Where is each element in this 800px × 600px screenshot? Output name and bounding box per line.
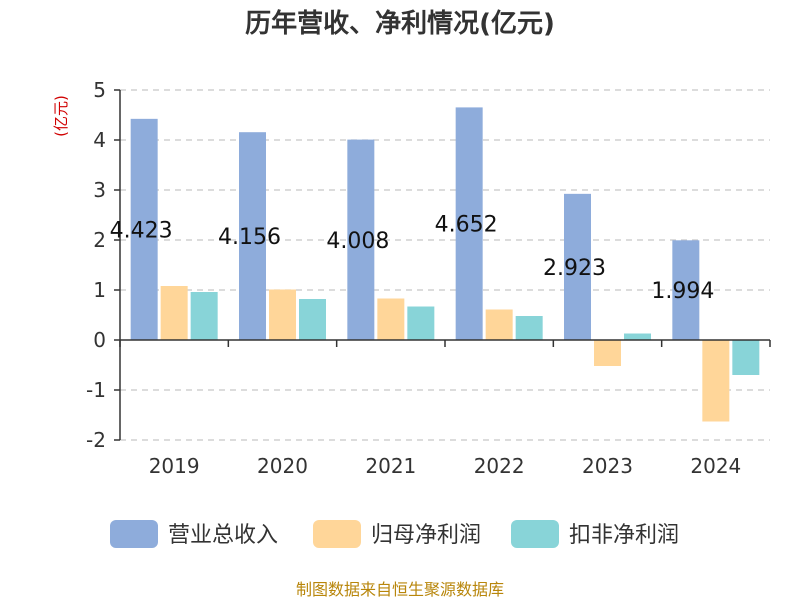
grid-lines — [120, 89, 770, 441]
source-note: 制图数据来自恒生聚源数据库 — [296, 580, 504, 599]
y-axis-label: (亿元) — [52, 95, 70, 137]
x-tick-label: 2020 — [257, 454, 308, 478]
data-label: 4.652 — [435, 213, 498, 238]
bar-2020-1 — [269, 289, 296, 340]
data-label: 4.156 — [218, 225, 281, 250]
legend-label: 扣非净利润 — [569, 523, 679, 548]
x-tick-label: 2021 — [365, 454, 416, 478]
bar-2022-0 — [455, 107, 483, 341]
data-label: 1.994 — [651, 279, 714, 304]
y-tick-label: -2 — [86, 428, 106, 452]
y-tick-label: 5 — [93, 78, 106, 102]
y-tick-label: 3 — [93, 178, 106, 202]
bar-2023-1 — [594, 340, 621, 366]
x-tick-label: 2024 — [690, 454, 741, 478]
y-tick-label: 1 — [93, 278, 106, 302]
data-labels: 4.423 4.156 4.008 4.652 2.923 1.994 — [110, 213, 715, 304]
legend-swatch — [110, 520, 158, 548]
bar-2024-2 — [732, 340, 760, 375]
bar-2024-0 — [672, 240, 700, 340]
bar-2024-1 — [702, 340, 730, 422]
y-tick-label: 4 — [93, 128, 106, 152]
axes: -2 -1 0 1 2 3 4 5 2019 2020 2021 2022 2023 2024 — [86, 78, 771, 478]
data-label: 4.423 — [110, 218, 173, 243]
bar-2021-1 — [377, 298, 405, 340]
bar-2019-0 — [130, 118, 158, 340]
legend: 营业总收入 归母净利润 扣非净利润 — [110, 520, 679, 548]
y-tick-label: -1 — [86, 378, 106, 402]
data-label: 2.923 — [543, 256, 606, 281]
bar-2019-2 — [190, 292, 218, 340]
legend-label: 营业总收入 — [168, 523, 278, 548]
chart-title: 历年营收、净利情况(亿元) — [245, 8, 555, 39]
legend-swatch — [511, 520, 559, 548]
y-tick-label: 2 — [93, 228, 106, 252]
bar-2020-2 — [299, 299, 326, 340]
x-tick-label: 2019 — [149, 454, 200, 478]
bar-2020-0 — [239, 132, 266, 340]
bar-2022-2 — [515, 316, 543, 340]
x-tick-label: 2023 — [582, 454, 633, 478]
data-label: 4.008 — [326, 229, 389, 254]
legend-swatch — [313, 520, 361, 548]
x-tick-label: 2022 — [474, 454, 525, 478]
legend-label: 归母净利润 — [371, 523, 481, 548]
bar-2022-1 — [485, 309, 513, 340]
bars — [130, 107, 760, 422]
bar-2021-0 — [347, 139, 375, 340]
y-tick-label: 0 — [93, 328, 106, 352]
bar-2023-2 — [624, 333, 651, 340]
bar-2019-1 — [160, 286, 188, 340]
bar-2023-0 — [564, 193, 591, 340]
bar-2021-2 — [407, 306, 435, 340]
